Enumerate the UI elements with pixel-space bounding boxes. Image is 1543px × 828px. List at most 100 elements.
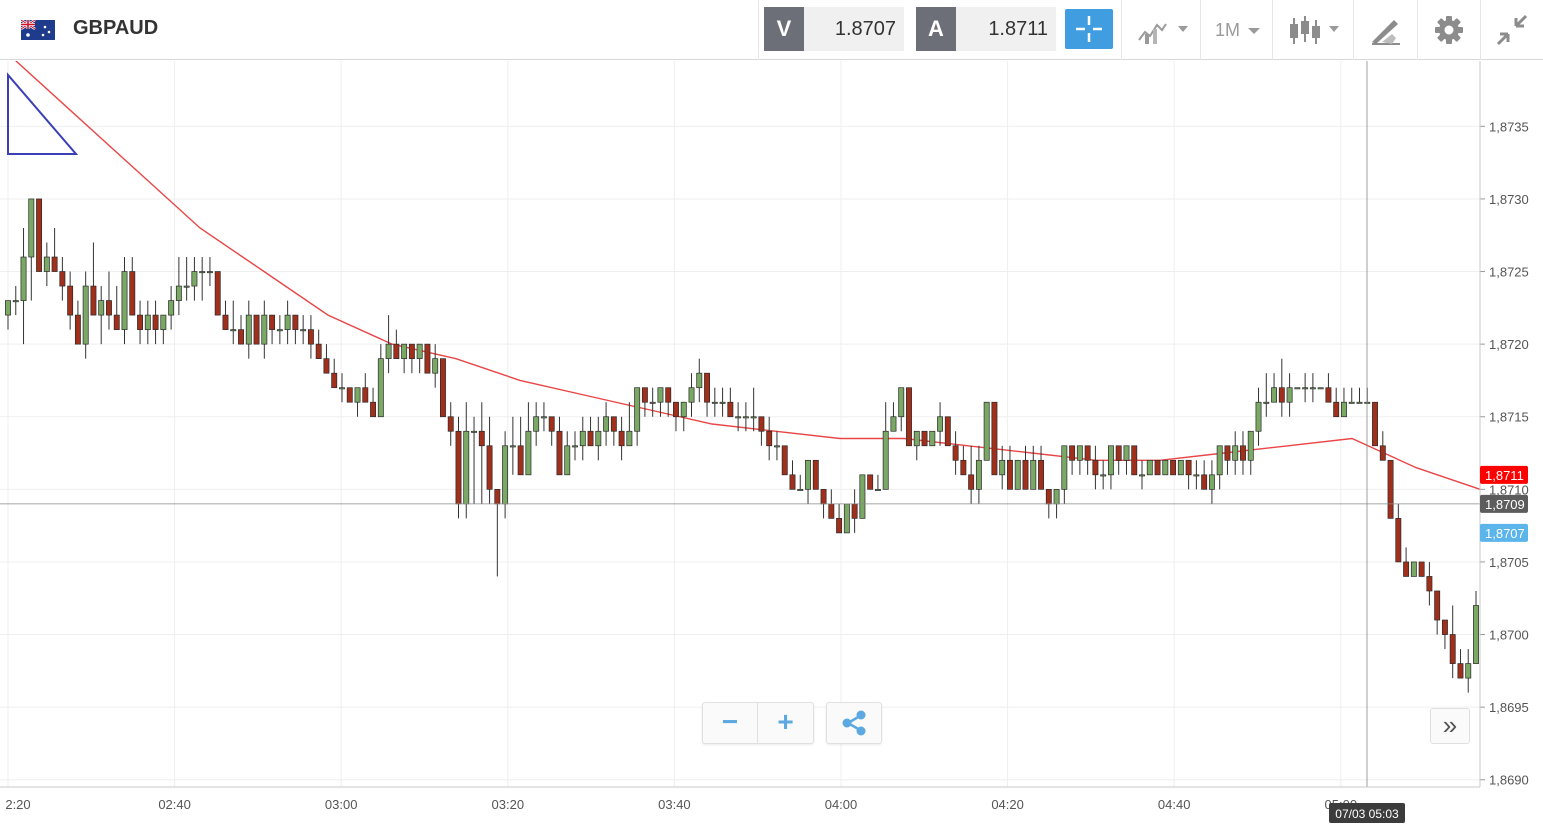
candle-body-down	[727, 401, 734, 418]
candle-body-up	[230, 329, 237, 332]
candle-body-down	[1170, 459, 1177, 476]
x-tick-label: 2:20	[5, 797, 30, 812]
x-tick-label: 04:20	[991, 797, 1024, 812]
candle	[1131, 445, 1138, 476]
candle-body-up	[1123, 445, 1130, 461]
candle-body-down	[1038, 459, 1044, 490]
price-chart[interactable]: 1,87351,87301,87251,87201,87151,87101,87…	[0, 61, 1543, 828]
candle	[1434, 590, 1441, 635]
scroll-to-end-button[interactable]: »	[1430, 708, 1470, 744]
candle-body-up	[509, 445, 516, 448]
candle	[727, 387, 734, 418]
triangle-drawing[interactable]	[7, 72, 79, 155]
candle-body-down	[106, 300, 112, 316]
candle	[362, 373, 369, 403]
candle	[370, 387, 377, 418]
ask-value: 1.8711	[956, 7, 1056, 51]
candle-body-down	[1045, 488, 1052, 505]
candle-body-down	[1278, 387, 1285, 403]
candle-body-up	[1030, 459, 1037, 490]
candle-style-button[interactable]	[1285, 12, 1345, 48]
candle-body-down	[1457, 663, 1464, 679]
candle-body-up	[1410, 561, 1417, 577]
candle-body-down	[1426, 576, 1433, 592]
zoom-in-button[interactable]: +	[758, 703, 813, 743]
candle	[525, 402, 532, 476]
zoom-controls: − +	[702, 702, 814, 744]
candle	[1030, 445, 1037, 490]
candle-body-up	[339, 387, 345, 390]
share-button[interactable]	[826, 702, 882, 744]
candle-body-down	[618, 430, 625, 447]
candle-body-up	[183, 285, 190, 288]
candle-body-down	[556, 430, 563, 476]
candle-body-down	[137, 314, 143, 330]
candle-body-down	[704, 372, 710, 403]
candle	[416, 343, 423, 374]
candle-body-up	[696, 372, 703, 389]
candle-body-down	[968, 474, 975, 490]
candle	[742, 402, 749, 432]
candle-body-down	[820, 488, 827, 505]
candle-body-down	[486, 445, 493, 490]
candle-body-down	[292, 314, 299, 330]
drawing-tools-button[interactable]	[1368, 12, 1404, 48]
candle	[113, 286, 120, 330]
candle-body-up	[168, 300, 175, 316]
candle-body-down	[1449, 634, 1456, 664]
candle	[952, 431, 959, 475]
candle	[1061, 445, 1068, 504]
candle-body-down	[1441, 619, 1448, 635]
candle-body-up	[1317, 387, 1324, 390]
period-selector[interactable]: 1M	[1215, 20, 1261, 41]
candle	[393, 329, 400, 360]
y-tick-label: 1,8725	[1489, 265, 1529, 280]
zoom-out-button[interactable]: −	[703, 703, 758, 743]
candle	[377, 344, 384, 418]
candle	[1410, 561, 1417, 577]
candle	[300, 315, 307, 345]
candle-body-down	[307, 329, 314, 345]
collapse-icon	[1496, 14, 1528, 46]
candle-body-up	[502, 445, 509, 505]
candle	[447, 402, 454, 446]
symbol-title: GBPAUD	[73, 17, 159, 39]
candle-body-up	[261, 314, 268, 345]
crosshair-button[interactable]	[1065, 9, 1113, 49]
candle-body-down	[867, 474, 874, 490]
settings-button[interactable]	[1431, 12, 1467, 48]
candle-body-up	[175, 285, 182, 301]
candle-body-up	[416, 343, 423, 360]
candle-body-down	[1084, 445, 1091, 461]
candle-body-up	[774, 445, 780, 448]
chart-type-button[interactable]	[1135, 12, 1195, 48]
candle	[1418, 561, 1425, 577]
candle-body-down	[548, 416, 555, 432]
candle-body-up	[572, 445, 578, 448]
candle	[1372, 401, 1378, 447]
candle	[1379, 431, 1386, 461]
share-icon	[842, 710, 866, 736]
collapse-button[interactable]	[1494, 12, 1530, 48]
candle-body-down	[1372, 401, 1378, 447]
ask-price-button[interactable]: A 1.8711	[916, 7, 1056, 51]
candle	[1084, 445, 1091, 475]
candle	[921, 430, 928, 447]
candle	[261, 300, 268, 359]
candle	[121, 257, 128, 345]
y-tick-label: 1,8705	[1489, 555, 1529, 570]
candle-body-down	[1092, 459, 1099, 476]
candle-body-down	[944, 416, 951, 447]
bid-price-button[interactable]: V 1.8707	[764, 7, 904, 51]
candle	[1232, 431, 1239, 475]
candle-body-up	[276, 329, 283, 332]
candle	[999, 445, 1006, 490]
candle	[618, 416, 625, 461]
candle	[183, 257, 190, 301]
candle-body-down	[1115, 445, 1122, 461]
candle-body-down	[781, 445, 788, 476]
candle-body-down	[587, 430, 594, 447]
candle	[98, 286, 105, 345]
candle-body-up	[300, 329, 307, 332]
candle-body-up	[750, 416, 757, 419]
